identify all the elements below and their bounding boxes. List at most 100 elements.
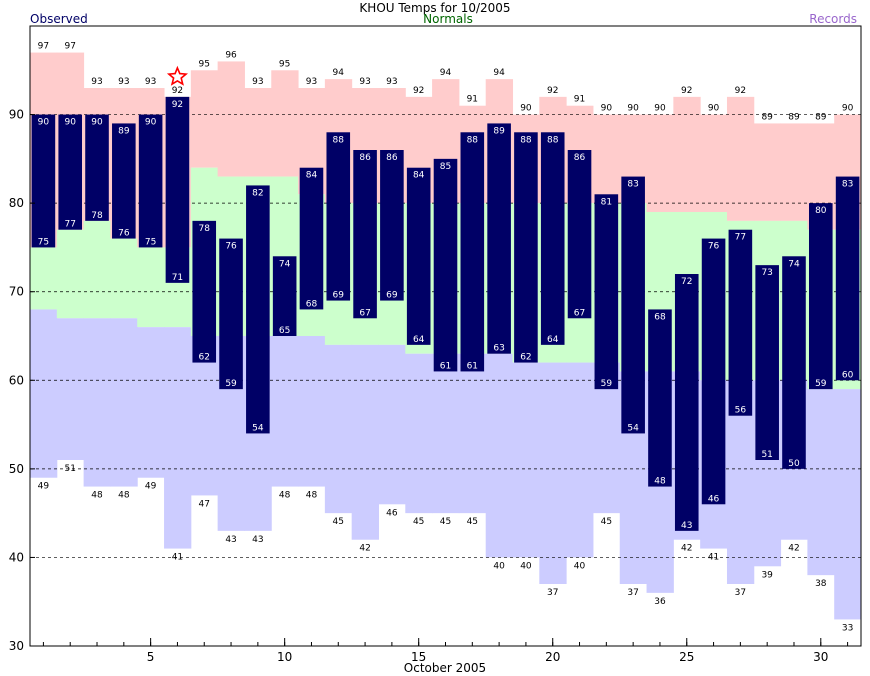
record-low-label: 47 <box>199 499 210 509</box>
record-low-label: 43 <box>252 535 263 545</box>
observed-bar <box>380 150 404 301</box>
y-tick-label: 60 <box>9 373 24 387</box>
record-high-label: 90 <box>520 104 532 114</box>
normal-band <box>137 247 165 328</box>
record-low-label: 37 <box>627 588 638 598</box>
observed-bar <box>621 176 645 434</box>
observed-high-label: 90 <box>145 118 157 128</box>
observed-bar <box>85 114 109 221</box>
record-high-label: 90 <box>601 104 613 114</box>
observed-bar <box>272 256 297 336</box>
record-low-label: 37 <box>547 588 558 598</box>
observed-bar <box>219 238 243 390</box>
record-low-band <box>539 362 567 584</box>
observed-high-label: 88 <box>520 135 532 145</box>
observed-bar <box>138 114 163 248</box>
observed-low-label: 69 <box>386 291 398 301</box>
record-high-label: 95 <box>279 59 290 69</box>
observed-low-label: 75 <box>38 237 49 247</box>
record-high-label: 93 <box>386 77 397 87</box>
record-low-label: 42 <box>359 544 370 554</box>
record-low-label: 40 <box>520 561 532 571</box>
record-low-band <box>566 362 594 558</box>
record-low-band <box>83 318 111 487</box>
observed-low-label: 59 <box>601 379 613 389</box>
observed-high-label: 81 <box>601 197 612 207</box>
record-high-label: 89 <box>761 112 773 122</box>
x-tick-label: 20 <box>545 650 560 664</box>
observed-low-label: 60 <box>842 370 854 380</box>
observed-high-label: 80 <box>815 206 827 216</box>
x-tick-label: 5 <box>147 650 155 664</box>
observed-high-label: 88 <box>467 135 479 145</box>
record-low-label: 40 <box>574 561 586 571</box>
observed-low-label: 48 <box>654 477 666 487</box>
record-low-band <box>834 389 862 620</box>
y-tick-label: 40 <box>9 550 24 564</box>
observed-bar <box>326 132 351 301</box>
record-high-label: 92 <box>413 86 424 96</box>
observed-high-label: 76 <box>225 242 237 252</box>
observed-bar <box>567 150 592 319</box>
observed-low-label: 54 <box>252 423 264 433</box>
record-high-label: 92 <box>735 86 746 96</box>
record-high-band <box>780 123 808 221</box>
observed-low-label: 71 <box>172 273 183 283</box>
record-low-label: 36 <box>654 597 666 607</box>
record-high-label: 91 <box>467 95 478 105</box>
record-low-label: 49 <box>145 482 157 492</box>
observed-high-label: 88 <box>547 135 559 145</box>
observed-bar <box>165 96 190 283</box>
record-low-label: 42 <box>788 544 799 554</box>
record-low-band <box>30 309 58 478</box>
observed-low-label: 62 <box>520 353 531 363</box>
observed-bar <box>674 274 699 531</box>
record-high-label: 93 <box>118 77 129 87</box>
observed-bar <box>835 176 860 381</box>
normal-band <box>110 238 138 319</box>
observed-bar <box>514 132 538 363</box>
observed-high-label: 86 <box>386 153 398 163</box>
record-high-label: 97 <box>64 42 75 52</box>
record-low-band <box>351 344 379 540</box>
observed-high-label: 85 <box>440 162 451 172</box>
record-low-band <box>56 318 85 460</box>
x-tick-label: 30 <box>813 650 828 664</box>
observed-bar <box>460 132 485 372</box>
observed-high-label: 90 <box>38 118 50 128</box>
observed-low-label: 69 <box>333 291 345 301</box>
observed-high-label: 90 <box>91 118 103 128</box>
record-high-label: 89 <box>815 112 827 122</box>
x-tick-label: 25 <box>679 650 694 664</box>
observed-low-label: 59 <box>815 379 827 389</box>
record-high-label: 97 <box>38 42 49 52</box>
observed-high-label: 92 <box>172 100 183 110</box>
observed-bar <box>728 229 753 416</box>
record-low-label: 39 <box>761 570 773 580</box>
record-high-label: 94 <box>333 68 345 78</box>
record-low-label: 45 <box>467 517 478 527</box>
observed-bar <box>594 194 619 390</box>
record-low-band <box>164 327 192 549</box>
record-high-band <box>190 70 219 168</box>
observed-low-label: 50 <box>788 459 800 469</box>
record-high-label: 92 <box>172 86 183 96</box>
observed-low-label: 68 <box>306 299 318 309</box>
record-low-label: 38 <box>815 579 827 589</box>
observed-bar <box>353 150 377 319</box>
normal-band <box>83 220 111 319</box>
record-low-band <box>378 344 406 505</box>
observed-low-label: 67 <box>574 308 585 318</box>
y-tick-label: 80 <box>9 196 24 210</box>
record-low-label: 51 <box>64 464 75 474</box>
observed-low-label: 54 <box>627 423 639 433</box>
record-high-band <box>271 70 299 177</box>
record-low-band <box>405 353 433 514</box>
record-low-label: 45 <box>333 517 344 527</box>
observed-high-label: 88 <box>333 135 345 145</box>
observed-high-label: 89 <box>493 126 505 136</box>
record-high-label: 94 <box>440 68 452 78</box>
record-star-icon <box>166 65 189 86</box>
record-high-label: 90 <box>627 104 639 114</box>
